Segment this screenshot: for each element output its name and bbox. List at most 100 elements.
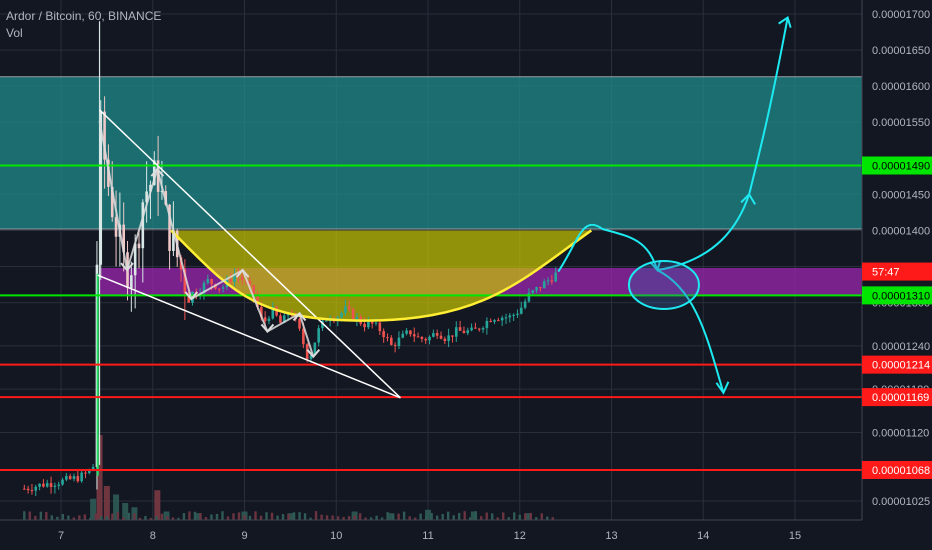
candle-body xyxy=(72,476,76,479)
volume-bar-small xyxy=(342,516,345,520)
volume-bar-small xyxy=(452,515,455,520)
candle-body xyxy=(252,285,255,296)
volume-bar-small xyxy=(122,517,125,520)
volume-bar-small xyxy=(446,511,450,520)
volume-bar-small xyxy=(485,512,488,520)
candle-body xyxy=(420,337,424,339)
candle-body xyxy=(477,328,481,330)
candle-body xyxy=(363,323,366,328)
volume-bar-small xyxy=(513,512,516,520)
volume-bar-small xyxy=(287,514,290,520)
drawings-layer xyxy=(97,16,792,399)
time-axis-background xyxy=(0,520,932,550)
candle-body xyxy=(91,467,95,470)
candle-body xyxy=(535,287,538,291)
price-axis-background xyxy=(862,0,932,520)
candle-body xyxy=(38,483,41,487)
volume-bar-small xyxy=(546,516,549,520)
candle-body xyxy=(489,320,492,322)
candle-body xyxy=(504,317,508,319)
price-tick-label: 0.00001600 xyxy=(872,81,930,93)
candle-body xyxy=(397,337,401,346)
candle-body xyxy=(412,334,416,337)
level-price-tag xyxy=(862,388,932,407)
candle-body xyxy=(61,479,64,485)
candle-body xyxy=(321,320,324,329)
candle-body xyxy=(493,320,496,322)
candle-body xyxy=(531,290,535,293)
price-tick-label: 0.00001400 xyxy=(872,225,930,237)
volume-bar-small xyxy=(116,512,120,520)
volume-bar-small xyxy=(358,513,362,520)
price-tick-label: 0.00001650 xyxy=(872,45,930,57)
candle-body xyxy=(298,318,301,329)
zigzag-arrowhead xyxy=(235,268,250,278)
volume-bar-small xyxy=(204,517,208,520)
candle-body xyxy=(347,306,351,309)
volume-bar-small xyxy=(243,515,246,520)
volume-bar-small xyxy=(188,511,191,520)
volume-bar-small xyxy=(67,515,70,520)
time-axis[interactable]: 7 8 9 10 11 12 13 14 15 xyxy=(0,519,932,550)
candle-body xyxy=(447,335,450,342)
volume-bar-small xyxy=(155,516,158,520)
candle-body xyxy=(370,321,374,324)
candle-body xyxy=(550,280,554,282)
volume-bar-small xyxy=(524,513,527,520)
candle-body xyxy=(527,292,531,302)
price-axis[interactable]: 0.00001700 0.00001650 0.00001600 0.00001550… xyxy=(861,0,932,520)
candle-body xyxy=(497,320,500,322)
volume-bar-small xyxy=(391,515,395,520)
volume-bar xyxy=(163,511,170,520)
candle-body xyxy=(554,272,557,282)
forecast-down-arrowhead xyxy=(715,381,730,395)
volume-bar-small xyxy=(133,513,136,520)
volume-bar-small xyxy=(160,513,164,520)
volume-bar-small xyxy=(254,511,257,520)
volume-bar-small xyxy=(199,513,202,520)
volume-label[interactable]: Vol xyxy=(6,26,23,40)
volume-bar-small xyxy=(529,512,532,520)
volume-bar-small xyxy=(551,517,554,520)
volume-bar-small xyxy=(276,515,279,520)
volume-bar-small xyxy=(397,513,400,520)
candle-body xyxy=(539,287,542,289)
volume-bar-small xyxy=(424,516,428,520)
zigzag-arrows xyxy=(98,120,315,358)
symbol-title[interactable]: Ardor / Bitcoin, 60, BINANCE xyxy=(6,9,162,23)
candle-body xyxy=(263,317,267,322)
price-tick-label: 0.00001700 xyxy=(872,9,930,21)
volume-bar-small xyxy=(56,516,59,520)
volume-bar xyxy=(113,494,120,520)
candle-body xyxy=(481,328,485,330)
time-tick-label: 7 xyxy=(58,530,64,542)
time-tick-label: 9 xyxy=(241,530,247,542)
candle-body xyxy=(374,322,378,324)
volume-bar-small xyxy=(303,513,307,520)
volume-bar-small xyxy=(149,517,153,520)
candle-body xyxy=(187,292,190,303)
candle-body xyxy=(30,490,34,492)
forecast-up-arrowhead-top xyxy=(778,16,792,28)
candle-body xyxy=(516,313,519,315)
volume-bar-small xyxy=(320,514,323,520)
wedge-upper-line xyxy=(99,109,401,399)
candle-body xyxy=(458,327,462,331)
level-price-label: 0.00001490 xyxy=(872,161,930,173)
volume-bar-small xyxy=(248,515,252,520)
volume-bar-small xyxy=(375,515,378,520)
candle-body xyxy=(546,280,550,282)
volume-bar-small xyxy=(50,515,54,520)
candle-body xyxy=(210,279,213,285)
volume-bar-small xyxy=(298,512,301,520)
volume-bar-small xyxy=(413,517,417,520)
candle-body xyxy=(145,191,148,203)
volume-bar-small xyxy=(78,515,81,520)
volume-bar-small xyxy=(215,513,219,520)
level-price-tag xyxy=(862,286,932,305)
candle-body xyxy=(172,230,175,251)
volume-bar-small xyxy=(182,513,186,520)
volume-bar xyxy=(525,513,532,520)
candle-body xyxy=(110,186,114,218)
